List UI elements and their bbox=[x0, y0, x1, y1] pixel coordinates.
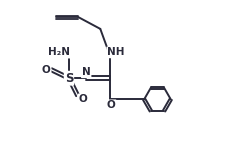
Text: S: S bbox=[65, 72, 73, 85]
Text: H₂N: H₂N bbox=[48, 47, 70, 57]
Text: NH: NH bbox=[107, 47, 125, 57]
Text: O: O bbox=[79, 94, 87, 104]
Text: O: O bbox=[42, 65, 51, 75]
Text: O: O bbox=[107, 100, 116, 110]
Text: N: N bbox=[82, 67, 91, 77]
